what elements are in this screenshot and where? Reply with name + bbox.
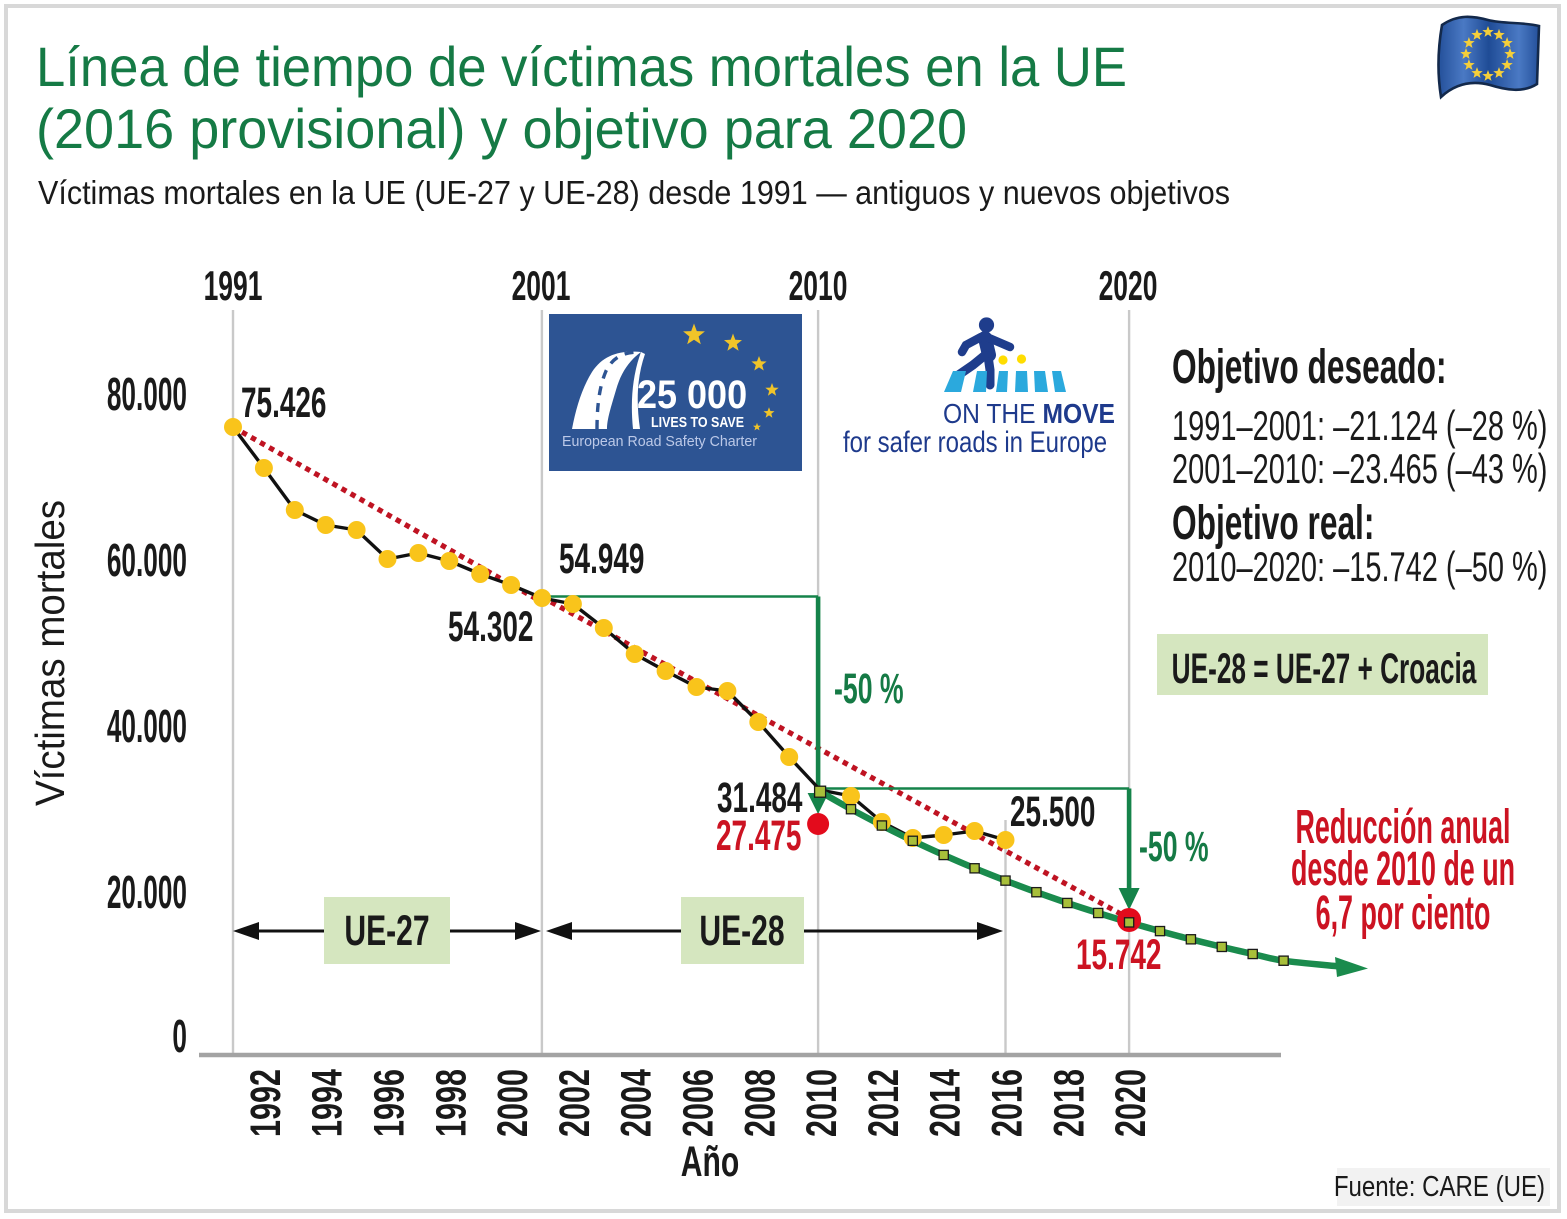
svg-text:31.484: 31.484: [717, 773, 802, 822]
svg-text:2002: 2002: [550, 1069, 598, 1137]
svg-text:2004: 2004: [611, 1069, 659, 1137]
svg-text:(2016 provisional) y objetivo: (2016 provisional) y objetivo para 2020: [36, 97, 967, 160]
svg-text:1991–2001: –21.124 (–28 %): 1991–2001: –21.124 (–28 %): [1172, 402, 1547, 450]
svg-text:UE-27: UE-27: [344, 906, 429, 955]
svg-text:desde 2010 de un: desde 2010 de un: [1291, 843, 1515, 896]
svg-text:54.302: 54.302: [448, 602, 533, 651]
svg-text:2012: 2012: [859, 1069, 907, 1137]
svg-text:2001–2010: –23.465 (–43 %): 2001–2010: –23.465 (–43 %): [1172, 445, 1547, 493]
svg-text:2010: 2010: [797, 1069, 845, 1137]
svg-text:LIVES TO SAVE: LIVES TO SAVE: [651, 414, 744, 430]
svg-text:1992: 1992: [241, 1069, 289, 1137]
svg-text:Víctimas mortales en la UE (UE: Víctimas mortales en la UE (UE-27 y UE-2…: [38, 174, 1230, 211]
svg-text:60.000: 60.000: [107, 534, 187, 586]
svg-text:2020: 2020: [1099, 263, 1158, 310]
svg-text:2020: 2020: [1106, 1069, 1154, 1137]
svg-text:-50 %: -50 %: [834, 665, 904, 713]
svg-text:20.000: 20.000: [107, 866, 187, 918]
svg-text:for safer roads in Europe: for safer roads in Europe: [843, 424, 1107, 458]
svg-text:Reducción anual: Reducción anual: [1295, 801, 1510, 854]
svg-text:6,7 por ciento: 6,7 por ciento: [1316, 887, 1491, 940]
svg-text:25.500: 25.500: [1010, 787, 1095, 836]
svg-text:2018: 2018: [1044, 1069, 1092, 1137]
svg-text:1991: 1991: [204, 263, 263, 310]
svg-text:Víctimas mortales: Víctimas mortales: [28, 500, 73, 806]
svg-text:2000: 2000: [488, 1069, 536, 1137]
svg-text:27.475: 27.475: [716, 811, 801, 860]
svg-text:2001: 2001: [512, 263, 571, 310]
svg-text:UE-28 = UE-27 + Croacia: UE-28 = UE-27 + Croacia: [1172, 644, 1478, 692]
svg-text:0: 0: [172, 1010, 187, 1062]
svg-text:54.949: 54.949: [559, 534, 644, 583]
svg-text:1994: 1994: [302, 1069, 350, 1137]
svg-text:75.426: 75.426: [241, 378, 326, 427]
svg-text:-50 %: -50 %: [1139, 823, 1209, 871]
svg-text:1996: 1996: [364, 1069, 412, 1137]
svg-text:25 000: 25 000: [637, 373, 747, 417]
svg-text:Objetivo real:: Objetivo real:: [1172, 495, 1374, 549]
svg-text:15.742: 15.742: [1076, 930, 1161, 979]
svg-text:2016: 2016: [982, 1069, 1030, 1137]
svg-text:40.000: 40.000: [107, 700, 187, 752]
svg-text:2010: 2010: [789, 263, 848, 310]
svg-text:80.000: 80.000: [107, 368, 187, 420]
svg-text:2010–2020: –15.742 (–50 %): 2010–2020: –15.742 (–50 %): [1172, 543, 1547, 591]
svg-text:2008: 2008: [735, 1069, 783, 1137]
svg-text:European Road Safety Charter: European Road Safety Charter: [562, 434, 757, 450]
svg-text:Objetivo deseado:: Objetivo deseado:: [1172, 339, 1447, 393]
svg-text:1998: 1998: [426, 1069, 474, 1137]
svg-text:Año: Año: [681, 1137, 740, 1186]
svg-text:Línea de tiempo de víctimas mo: Línea de tiempo de víctimas mortales en …: [36, 36, 1127, 99]
svg-text:2014: 2014: [920, 1069, 968, 1137]
svg-text:UE-28: UE-28: [699, 906, 784, 955]
svg-text:ON THE MOVE: ON THE MOVE: [943, 398, 1115, 430]
svg-text:Fuente: CARE (UE): Fuente: CARE (UE): [1334, 1170, 1545, 1203]
svg-text:2006: 2006: [673, 1069, 721, 1137]
